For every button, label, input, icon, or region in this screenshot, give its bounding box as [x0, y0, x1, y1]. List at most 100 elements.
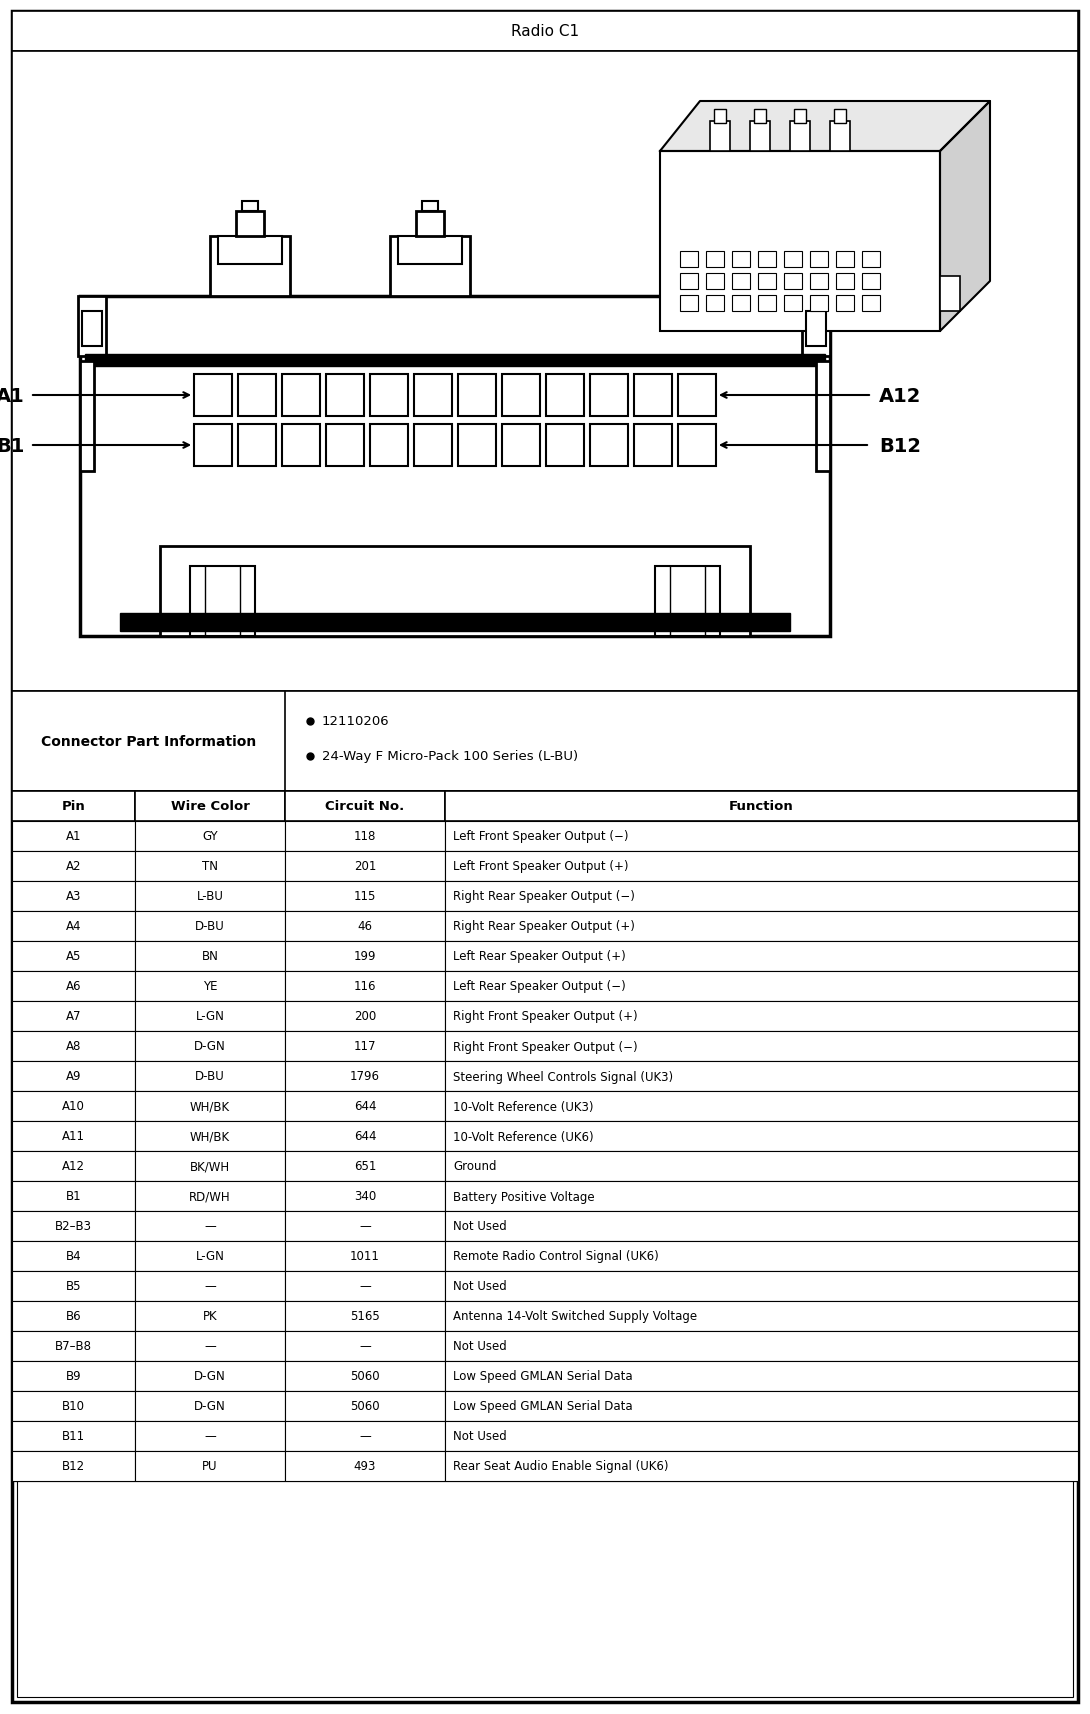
Text: Wire Color: Wire Color — [170, 800, 250, 812]
Bar — [12, 1212, 1078, 1241]
Bar — [12, 1241, 135, 1272]
Bar — [12, 1032, 135, 1061]
Bar — [784, 274, 802, 290]
Text: YE: YE — [203, 980, 217, 992]
Bar — [732, 297, 750, 312]
Bar — [706, 297, 724, 312]
Bar — [238, 425, 276, 466]
Text: A5: A5 — [65, 950, 81, 963]
Bar — [810, 252, 828, 267]
Bar — [445, 941, 1078, 972]
Bar — [12, 1272, 1078, 1301]
Text: A7: A7 — [65, 1010, 82, 1023]
Bar — [135, 941, 284, 972]
Bar — [135, 1032, 284, 1061]
Bar — [12, 912, 1078, 941]
Text: 651: 651 — [354, 1160, 376, 1172]
Bar — [284, 1452, 445, 1481]
Bar — [12, 1392, 135, 1421]
Bar — [784, 252, 802, 267]
Text: B9: B9 — [65, 1369, 82, 1383]
Bar — [732, 274, 750, 290]
Text: —: — — [204, 1340, 216, 1352]
Bar — [445, 1452, 1078, 1481]
Bar — [12, 1121, 1078, 1152]
Text: 1011: 1011 — [350, 1250, 380, 1263]
Text: 5060: 5060 — [350, 1369, 379, 1383]
Bar — [194, 375, 232, 417]
Bar — [282, 425, 320, 466]
Text: D-GN: D-GN — [194, 1400, 226, 1412]
Text: D-GN: D-GN — [194, 1369, 226, 1383]
Text: B1: B1 — [0, 437, 24, 456]
Text: TN: TN — [202, 860, 218, 872]
Text: A4: A4 — [65, 920, 82, 932]
Bar — [706, 252, 724, 267]
Bar — [12, 1421, 1078, 1452]
Bar — [445, 1152, 1078, 1181]
Bar — [445, 881, 1078, 912]
Bar — [284, 821, 445, 852]
Bar — [445, 1212, 1078, 1241]
Text: D-BU: D-BU — [195, 920, 225, 932]
Bar — [12, 912, 135, 941]
Bar — [680, 274, 698, 290]
Bar — [135, 972, 284, 1001]
Bar — [135, 852, 284, 881]
Bar — [135, 1272, 284, 1301]
Text: Right Rear Speaker Output (−): Right Rear Speaker Output (−) — [453, 890, 634, 903]
Bar — [284, 1332, 445, 1361]
Text: Connector Part Information: Connector Part Information — [41, 735, 256, 749]
Text: B10: B10 — [62, 1400, 85, 1412]
Bar — [370, 425, 408, 466]
Bar — [862, 274, 880, 290]
Text: A9: A9 — [65, 1070, 82, 1083]
Text: A10: A10 — [62, 1100, 85, 1112]
Text: 200: 200 — [354, 1010, 376, 1023]
Bar — [12, 1452, 135, 1481]
Bar — [12, 1392, 1078, 1421]
Text: B5: B5 — [65, 1280, 82, 1292]
Bar — [282, 375, 320, 417]
Bar — [284, 852, 445, 881]
Bar — [284, 1212, 445, 1241]
Bar — [12, 1092, 1078, 1121]
Bar — [445, 1181, 1078, 1212]
Bar — [502, 375, 540, 417]
Text: B6: B6 — [65, 1309, 82, 1323]
Bar — [284, 1272, 445, 1301]
Bar — [284, 941, 445, 972]
Bar — [714, 110, 726, 123]
Bar — [445, 852, 1078, 881]
Bar — [12, 1301, 1078, 1332]
Bar — [680, 297, 698, 312]
Bar — [135, 821, 284, 852]
Bar — [135, 1001, 284, 1032]
Text: Left Rear Speaker Output (+): Left Rear Speaker Output (+) — [453, 950, 626, 963]
Bar — [12, 1361, 1078, 1392]
Text: Remote Radio Control Signal (UK6): Remote Radio Control Signal (UK6) — [453, 1250, 658, 1263]
Text: 5060: 5060 — [350, 1400, 379, 1412]
Bar — [12, 12, 1078, 51]
Bar — [12, 941, 135, 972]
Text: Function: Function — [729, 800, 794, 812]
Bar — [790, 122, 810, 153]
Bar — [445, 821, 1078, 852]
Bar — [12, 1001, 1078, 1032]
Bar — [78, 297, 106, 357]
Text: A6: A6 — [65, 980, 82, 992]
Text: 115: 115 — [354, 890, 376, 903]
Bar — [190, 567, 255, 636]
Bar — [862, 252, 880, 267]
Text: GY: GY — [202, 830, 218, 843]
Bar — [284, 1421, 445, 1452]
Bar — [590, 375, 628, 417]
Bar — [445, 1361, 1078, 1392]
Text: 10-Volt Reference (UK6): 10-Volt Reference (UK6) — [453, 1130, 594, 1143]
Bar — [218, 237, 282, 266]
Text: Left Front Speaker Output (−): Left Front Speaker Output (−) — [453, 830, 629, 843]
Text: —: — — [359, 1220, 371, 1232]
Text: D-BU: D-BU — [195, 1070, 225, 1083]
Text: A11: A11 — [62, 1130, 85, 1143]
Text: A1: A1 — [65, 830, 82, 843]
